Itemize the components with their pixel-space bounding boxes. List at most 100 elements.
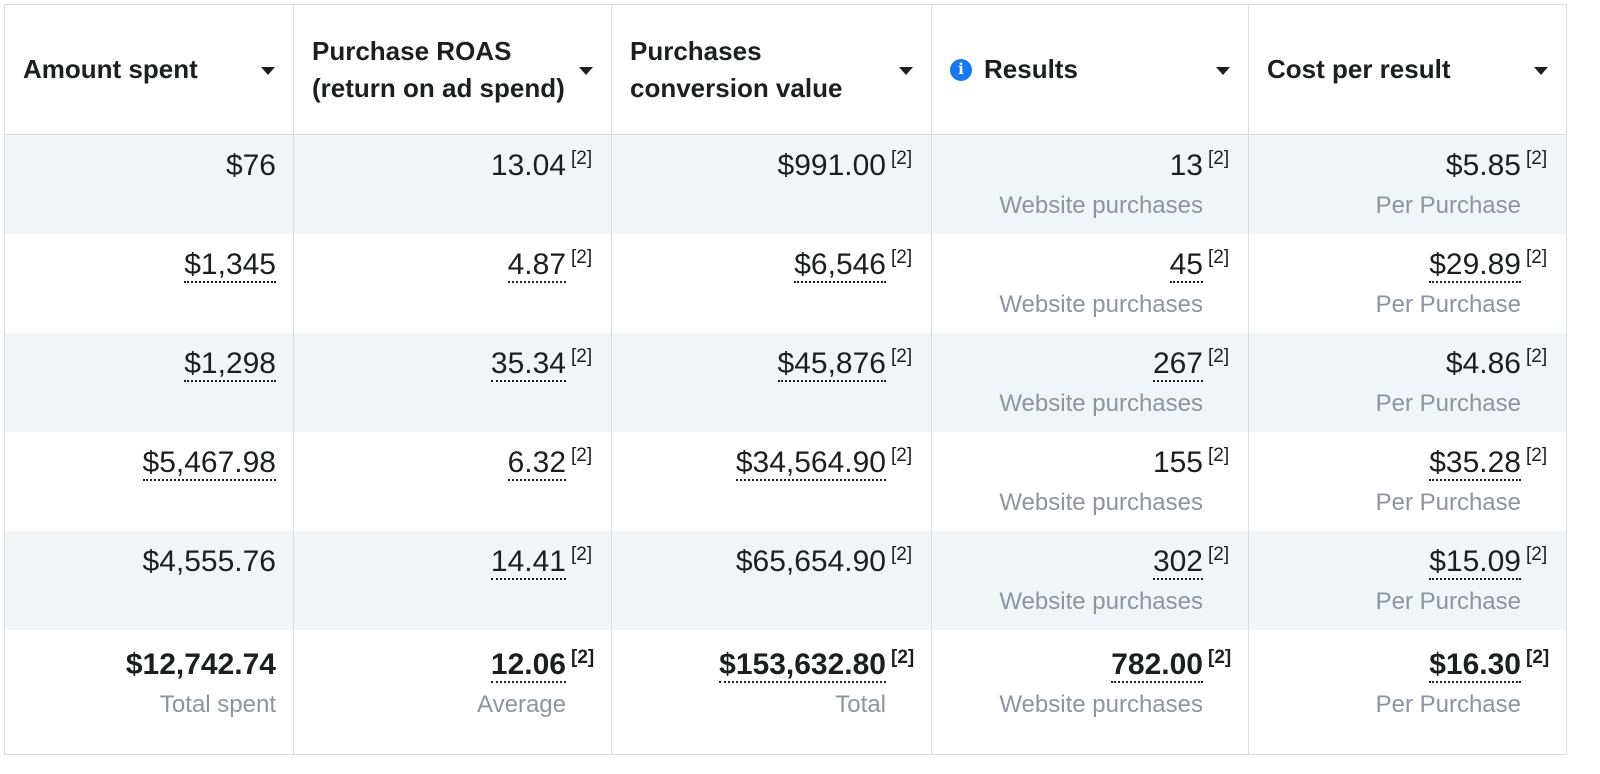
cell-value[interactable]: $35.28 <box>1429 446 1521 481</box>
footnote-ref[interactable]: [2] <box>1526 445 1548 466</box>
footnote-ref[interactable]: [2] <box>1208 647 1232 668</box>
data-row: $5,467.98 6.32 [2] $34,564.90 [2] 155 [2] Websi… <box>4 432 1567 531</box>
sort-dropdown-arrow[interactable] <box>1216 67 1230 75</box>
header-content: Cost per result <box>1249 51 1566 88</box>
cell-value[interactable]: 267 <box>1152 347 1203 382</box>
table-cell: $12,742.74 Total spent <box>4 630 294 755</box>
footnote-ref[interactable]: [2] <box>1208 445 1230 466</box>
value-line: $4.86 [2] <box>1446 345 1547 383</box>
value-line: 267 [2] <box>1152 345 1229 383</box>
cell-value[interactable]: $29.89 <box>1429 248 1521 283</box>
footnote-ref[interactable]: [2] <box>891 148 913 169</box>
table-cell: 6.32 [2] <box>293 432 612 531</box>
cell-value[interactable]: $5,467.98 <box>142 446 276 481</box>
footnote-ref[interactable]: [2] <box>571 647 595 668</box>
cell-content: $4,555.76 <box>5 531 293 581</box>
footnote-ref[interactable]: [2] <box>1208 148 1230 169</box>
cell-value[interactable]: $16.30 <box>1429 648 1521 683</box>
header-label: Purchase ROAS (return on ad spend) <box>312 35 565 103</box>
cell-sublabel: Per Purchase <box>1375 691 1521 718</box>
value-line: 14.41 [2] <box>490 543 592 581</box>
cell-value[interactable]: $1,345 <box>184 248 276 283</box>
cell-value[interactable]: $6,546 <box>794 248 886 283</box>
footnote-ref[interactable]: [2] <box>1208 544 1230 565</box>
table-cell: $45,876 [2] <box>611 333 932 432</box>
table-cell: 267 [2] Website purchases <box>931 333 1249 432</box>
footnote-ref[interactable]: [2] <box>891 445 913 466</box>
footnote-ref[interactable]: [2] <box>571 346 593 367</box>
column-header[interactable]: Cost per result <box>1248 4 1567 135</box>
header-row: Amount spent Purchase ROAS (return on ad … <box>4 4 1567 135</box>
cell-value[interactable]: 6.32 <box>507 446 566 481</box>
cell-sublabel: Per Purchase <box>1375 390 1521 417</box>
table-cell: $6,546 [2] <box>611 234 932 333</box>
footnote-ref[interactable]: [2] <box>891 247 913 268</box>
column-header[interactable]: i Results <box>931 4 1249 135</box>
footnote-ref[interactable]: [2] <box>1208 247 1230 268</box>
sort-dropdown-arrow[interactable] <box>261 67 275 75</box>
cell-value[interactable]: $45,876 <box>777 347 886 382</box>
value-line: $65,654.90 [2] <box>736 543 912 581</box>
header-content: Purchases conversion value <box>612 33 931 107</box>
table-cell: $1,345 <box>4 234 294 333</box>
data-row: $1,345 4.87 [2] $6,546 [2] 45 [2] Website purch… <box>4 234 1567 333</box>
cell-value[interactable]: 302 <box>1152 545 1203 580</box>
cell-sublabel: Average <box>477 691 566 718</box>
value-line: $76 <box>226 147 276 185</box>
footnote-ref[interactable]: [2] <box>1526 647 1550 668</box>
cell-content: $5.85 [2] Per Purchase <box>1249 135 1566 223</box>
footnote-ref[interactable]: [2] <box>571 148 593 169</box>
sort-dropdown-arrow[interactable] <box>1534 67 1548 75</box>
value-line: 155 [2] <box>1153 444 1229 482</box>
footnote-ref[interactable]: [2] <box>1526 544 1548 565</box>
cell-value[interactable]: 4.87 <box>507 248 566 283</box>
cell-value: $12,742.74 <box>125 648 276 681</box>
cell-value[interactable]: $34,564.90 <box>735 446 886 481</box>
table-cell: $15.09 [2] Per Purchase <box>1248 531 1567 630</box>
footnote-ref[interactable]: [2] <box>891 647 915 668</box>
value-line: $4,555.76 <box>143 543 276 581</box>
footnote-ref[interactable]: [2] <box>891 346 913 367</box>
footnote-ref[interactable]: [2] <box>1526 346 1548 367</box>
header-content: Purchase ROAS (return on ad spend) <box>294 33 611 107</box>
sort-dropdown-arrow[interactable] <box>579 67 593 75</box>
cell-content: $12,742.74 Total spent <box>5 630 293 722</box>
data-row: $76 13.04 [2] $991.00 [2] 13 [2] Website purcha… <box>4 134 1567 234</box>
footnote-ref[interactable]: [2] <box>1526 148 1548 169</box>
cell-value[interactable]: $15.09 <box>1429 545 1521 580</box>
header-label: Results <box>984 54 1078 84</box>
footnote-ref[interactable]: [2] <box>1208 346 1230 367</box>
cell-content: $76 <box>5 135 293 185</box>
table-cell: $16.30 [2] Per Purchase <box>1248 630 1567 755</box>
cell-content: 14.41 [2] <box>294 531 611 581</box>
footnote-ref[interactable]: [2] <box>891 544 913 565</box>
cell-sublabel: Website purchases <box>999 691 1203 718</box>
cell-content: $16.30 [2] Per Purchase <box>1249 630 1566 722</box>
table-cell: 302 [2] Website purchases <box>931 531 1249 630</box>
value-line: 45 [2] <box>1169 246 1229 284</box>
cell-value[interactable]: 35.34 <box>490 347 566 382</box>
table-cell: $1,298 <box>4 333 294 432</box>
value-line: 35.34 [2] <box>490 345 592 383</box>
cell-value[interactable]: 14.41 <box>490 545 566 580</box>
footnote-ref[interactable]: [2] <box>571 544 593 565</box>
footnote-ref[interactable]: [2] <box>1526 247 1548 268</box>
column-header[interactable]: Amount spent <box>4 4 294 135</box>
sort-dropdown-arrow[interactable] <box>899 67 913 75</box>
cell-value[interactable]: 782.00 <box>1111 648 1203 683</box>
table-cell: $29.89 [2] Per Purchase <box>1248 234 1567 333</box>
cell-value[interactable]: 45 <box>1169 248 1203 283</box>
cell-value[interactable]: $1,298 <box>184 347 276 382</box>
cell-content: 4.87 [2] <box>294 234 611 284</box>
value-line: $45,876 [2] <box>777 345 912 383</box>
column-header[interactable]: Purchases conversion value <box>611 4 932 135</box>
cell-value[interactable]: $153,632.80 <box>719 648 886 683</box>
cell-sublabel: Per Purchase <box>1375 588 1521 615</box>
value-line: 13 [2] <box>1170 147 1230 185</box>
footnote-ref[interactable]: [2] <box>571 445 593 466</box>
column-header[interactable]: Purchase ROAS (return on ad spend) <box>293 4 612 135</box>
cell-value[interactable]: 12.06 <box>490 648 566 683</box>
value-line: $29.89 [2] <box>1429 246 1547 284</box>
footnote-ref[interactable]: [2] <box>571 247 593 268</box>
